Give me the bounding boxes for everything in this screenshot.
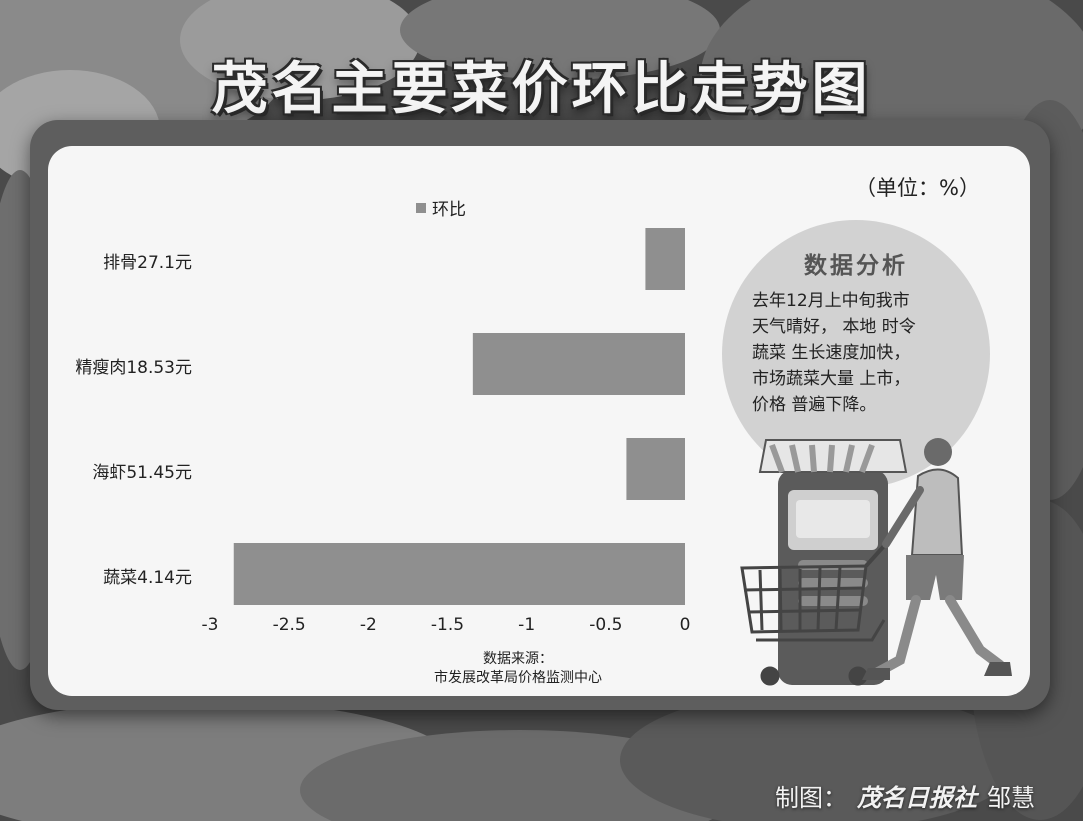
category-label: 精瘦肉18.53元 [75, 358, 192, 378]
x-tick-label: -2 [359, 615, 377, 635]
category-label: 蔬菜4.14元 [103, 568, 192, 588]
x-tick-label: -2.5 [272, 615, 306, 635]
category-label: 海虾51.45元 [92, 463, 192, 483]
page-title: 茂名主要菜价环比走势图 [211, 57, 872, 122]
x-tick-label: -3 [201, 615, 219, 635]
data-source: 数据来源： 市发展改革局价格监测中心 [368, 650, 668, 688]
analysis-title: 数据分析 [804, 253, 908, 279]
shopper-person-icon [862, 438, 1012, 680]
analysis-line: 去年12月上中旬我市 [752, 291, 910, 311]
analysis-text: 去年12月上中旬我市 天气晴好， 本地 时令 蔬菜 生长速度加快， 市场蔬菜大量… [752, 288, 967, 418]
x-tick-label: -0.5 [589, 615, 623, 635]
legend-swatch [416, 202, 426, 213]
credit-author: 邹慧 [987, 784, 1035, 812]
x-tick-label: 0 [679, 615, 691, 635]
analysis-line: 蔬菜 生长速度加快， [752, 343, 911, 363]
unit-label: （单位：%） [855, 176, 980, 200]
bar [233, 543, 685, 605]
analysis-line: 价格 普遍下降。 [752, 395, 877, 415]
store-kiosk-icon [758, 439, 908, 685]
bar [472, 333, 685, 395]
category-label: 排骨27.1元 [103, 253, 192, 273]
credit: 制图： 茂名日报社 邹慧 [775, 778, 1035, 813]
source-org: 市发展改革局价格监测中心 [434, 670, 602, 686]
newspaper-logo: 茂名日报社 [857, 783, 977, 812]
chart-legend: 环比 [416, 195, 466, 220]
analysis-line: 市场蔬菜大量 上市， [752, 369, 911, 389]
x-tick-label: -1.5 [430, 615, 465, 635]
bar [645, 228, 685, 290]
x-tick-label: -1 [518, 615, 536, 635]
source-heading: 数据来源： [483, 651, 553, 667]
analysis-line: 天气晴好， 本地 时令 [752, 317, 916, 337]
credit-prefix: 制图： [775, 784, 847, 812]
legend-label: 环比 [432, 200, 466, 220]
bar [626, 438, 685, 500]
